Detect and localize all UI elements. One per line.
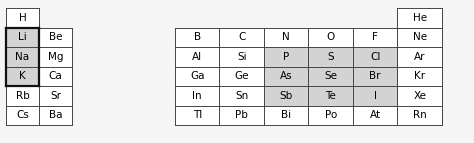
Text: Bi: Bi (281, 110, 292, 120)
Bar (353, 47, 398, 66)
Bar (6, 106, 39, 125)
Bar (219, 47, 264, 66)
Text: Si: Si (237, 52, 246, 62)
Bar (6, 27, 39, 47)
Text: Ge: Ge (235, 71, 249, 81)
Bar (39, 27, 72, 47)
Bar (264, 106, 309, 125)
Bar (353, 27, 398, 47)
Text: Xe: Xe (413, 91, 426, 101)
Text: Ba: Ba (49, 110, 62, 120)
Bar (6, 47, 39, 66)
Text: Tl: Tl (192, 110, 202, 120)
Bar (398, 66, 442, 86)
Bar (264, 27, 309, 47)
Text: Se: Se (324, 71, 337, 81)
Text: Sn: Sn (235, 91, 248, 101)
Bar (264, 86, 309, 106)
Bar (309, 106, 353, 125)
Bar (6, 66, 39, 86)
Text: Li: Li (18, 32, 27, 42)
Text: Cs: Cs (16, 110, 29, 120)
Text: Sr: Sr (50, 91, 61, 101)
Bar (219, 106, 264, 125)
Bar (398, 86, 442, 106)
Text: Be: Be (49, 32, 62, 42)
Text: Te: Te (325, 91, 336, 101)
Text: Mg: Mg (48, 52, 63, 62)
Text: S: S (328, 52, 334, 62)
Text: Na: Na (16, 52, 29, 62)
Bar (175, 47, 219, 66)
Text: Ne: Ne (413, 32, 427, 42)
Text: Ga: Ga (190, 71, 204, 81)
Text: Br: Br (370, 71, 381, 81)
Bar (175, 66, 219, 86)
Bar (175, 106, 219, 125)
Bar (398, 106, 442, 125)
Text: O: O (327, 32, 335, 42)
Bar (353, 106, 398, 125)
Text: Po: Po (325, 110, 337, 120)
Text: H: H (18, 13, 27, 23)
Bar (39, 106, 72, 125)
Bar (175, 27, 219, 47)
Text: F: F (372, 32, 378, 42)
Text: Ar: Ar (414, 52, 426, 62)
Bar (39, 86, 72, 106)
Bar (264, 47, 309, 66)
Bar (219, 66, 264, 86)
Bar (353, 86, 398, 106)
Text: Rb: Rb (16, 91, 29, 101)
Bar (353, 66, 398, 86)
Text: Al: Al (192, 52, 202, 62)
Text: B: B (194, 32, 201, 42)
Bar (39, 47, 72, 66)
Text: P: P (283, 52, 289, 62)
Bar (398, 27, 442, 47)
Text: As: As (280, 71, 292, 81)
Text: He: He (413, 13, 427, 23)
Text: Rn: Rn (413, 110, 427, 120)
Text: Sb: Sb (280, 91, 293, 101)
Bar (309, 27, 353, 47)
Text: In: In (192, 91, 202, 101)
Bar (309, 66, 353, 86)
Bar (398, 47, 442, 66)
Bar (309, 86, 353, 106)
Text: Pb: Pb (235, 110, 248, 120)
Text: Kr: Kr (414, 71, 425, 81)
Text: N: N (283, 32, 290, 42)
Text: I: I (374, 91, 377, 101)
Bar (6, 8, 39, 27)
Bar (398, 8, 442, 27)
Bar (39, 66, 72, 86)
Bar (219, 27, 264, 47)
Bar (175, 86, 219, 106)
Text: K: K (19, 71, 26, 81)
Bar (219, 86, 264, 106)
Text: Cl: Cl (370, 52, 381, 62)
Text: C: C (238, 32, 246, 42)
Bar (264, 66, 309, 86)
Bar (6, 86, 39, 106)
Text: At: At (370, 110, 381, 120)
Bar (309, 47, 353, 66)
Text: Ca: Ca (49, 71, 63, 81)
